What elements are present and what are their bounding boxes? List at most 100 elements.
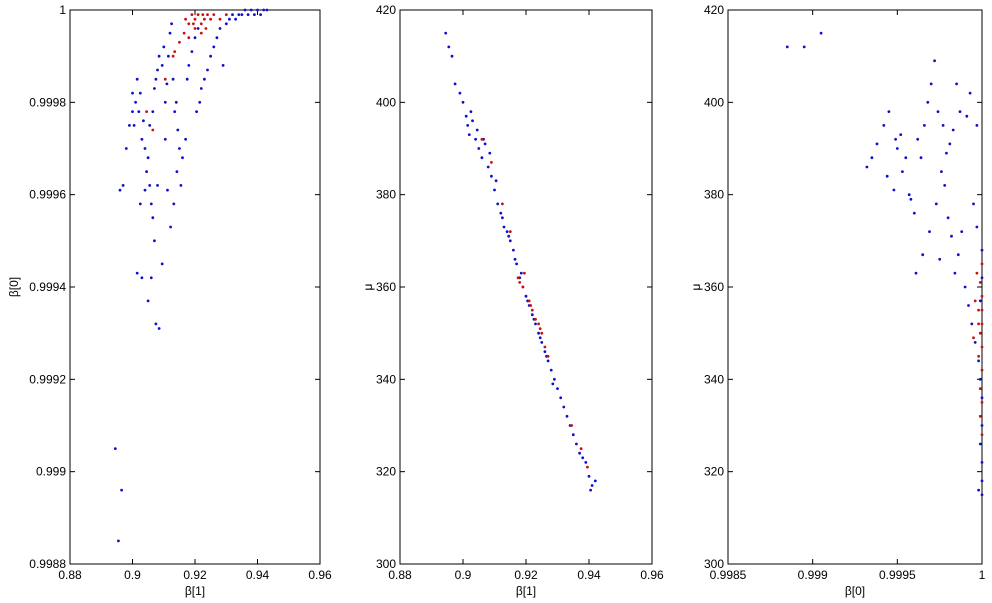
data-point [570,424,574,427]
data-point [149,202,153,206]
data-point [975,271,979,275]
data-point [172,202,176,206]
data-point [474,137,477,141]
data-point [973,299,977,303]
data-point [977,359,980,363]
x-tick-label: 0.92 [183,568,207,582]
data-point [464,114,468,118]
data-point [187,64,191,67]
data-point [167,54,170,58]
data-point [490,174,493,178]
data-point [543,345,547,349]
data-point [524,294,528,298]
data-point [928,230,931,234]
data-point [559,396,563,400]
data-point [127,124,131,127]
data-point [865,165,869,169]
plot-area-frame [69,9,321,565]
data-point [965,114,969,118]
x-axis-label: β[1] [516,584,536,598]
data-point [117,539,120,543]
y-tick-label: 380 [376,188,396,202]
data-point [212,13,216,16]
data-point [870,156,874,160]
data-point [975,124,979,127]
data-point [215,36,219,40]
data-point [135,77,139,81]
y-tick-label: 420 [704,3,724,17]
data-point [120,488,123,492]
data-point [475,128,479,132]
x-tick-label: 0.9 [124,568,141,582]
series-red [480,137,589,469]
data-point [148,184,152,187]
data-point [490,161,493,164]
y-tick-label: 340 [376,372,396,386]
data-point [146,299,150,303]
data-point [496,202,500,206]
data-point [224,22,228,26]
data-point [538,327,542,330]
y-tick-label: 0.9996 [29,188,66,202]
data-point [970,322,974,326]
data-point [515,262,518,266]
data-point [204,27,208,30]
data-point [166,188,169,192]
data-point [143,147,147,150]
data-point [494,179,498,183]
data-point [187,22,191,26]
data-point [243,8,247,12]
x-tick-label: 1 [979,568,986,582]
data-point [527,299,531,303]
data-point [892,188,896,192]
data-point [121,184,125,187]
data-point [516,276,520,280]
data-point [444,31,448,35]
data-point [518,281,522,284]
data-point [477,147,481,150]
data-point [977,488,980,492]
data-point [975,225,979,229]
data-point [929,82,933,86]
data-point [968,91,972,95]
data-point [163,100,167,104]
data-point [178,147,181,150]
data-point [154,77,158,81]
data-point [980,262,984,266]
data-point [184,17,188,21]
data-point [540,341,544,344]
data-point [904,156,908,160]
data-point [943,184,947,187]
data-point [171,77,175,81]
data-point [505,230,509,234]
data-point [212,45,216,49]
data-point [977,322,980,326]
data-point [193,36,197,40]
data-point [978,414,982,418]
data-point [948,142,952,146]
data-point [589,488,592,492]
data-point [199,87,203,90]
data-point [469,110,473,113]
data-point [914,271,918,275]
data-point [218,17,222,21]
data-point [256,8,259,12]
data-point [461,100,465,104]
data-point [534,322,537,326]
data-point [956,253,960,257]
data-point [249,8,253,12]
data-point [512,248,515,252]
data-point [156,68,159,72]
data-point [146,156,150,160]
data-point [181,156,184,160]
data-point [163,137,167,141]
y-tick-label: 400 [704,95,724,109]
data-point [140,276,144,280]
data-point [940,170,943,174]
data-point [519,271,523,275]
data-point [537,331,540,335]
series-red [972,262,984,437]
data-point [193,27,197,30]
data-point [458,91,462,95]
data-point [571,433,575,437]
